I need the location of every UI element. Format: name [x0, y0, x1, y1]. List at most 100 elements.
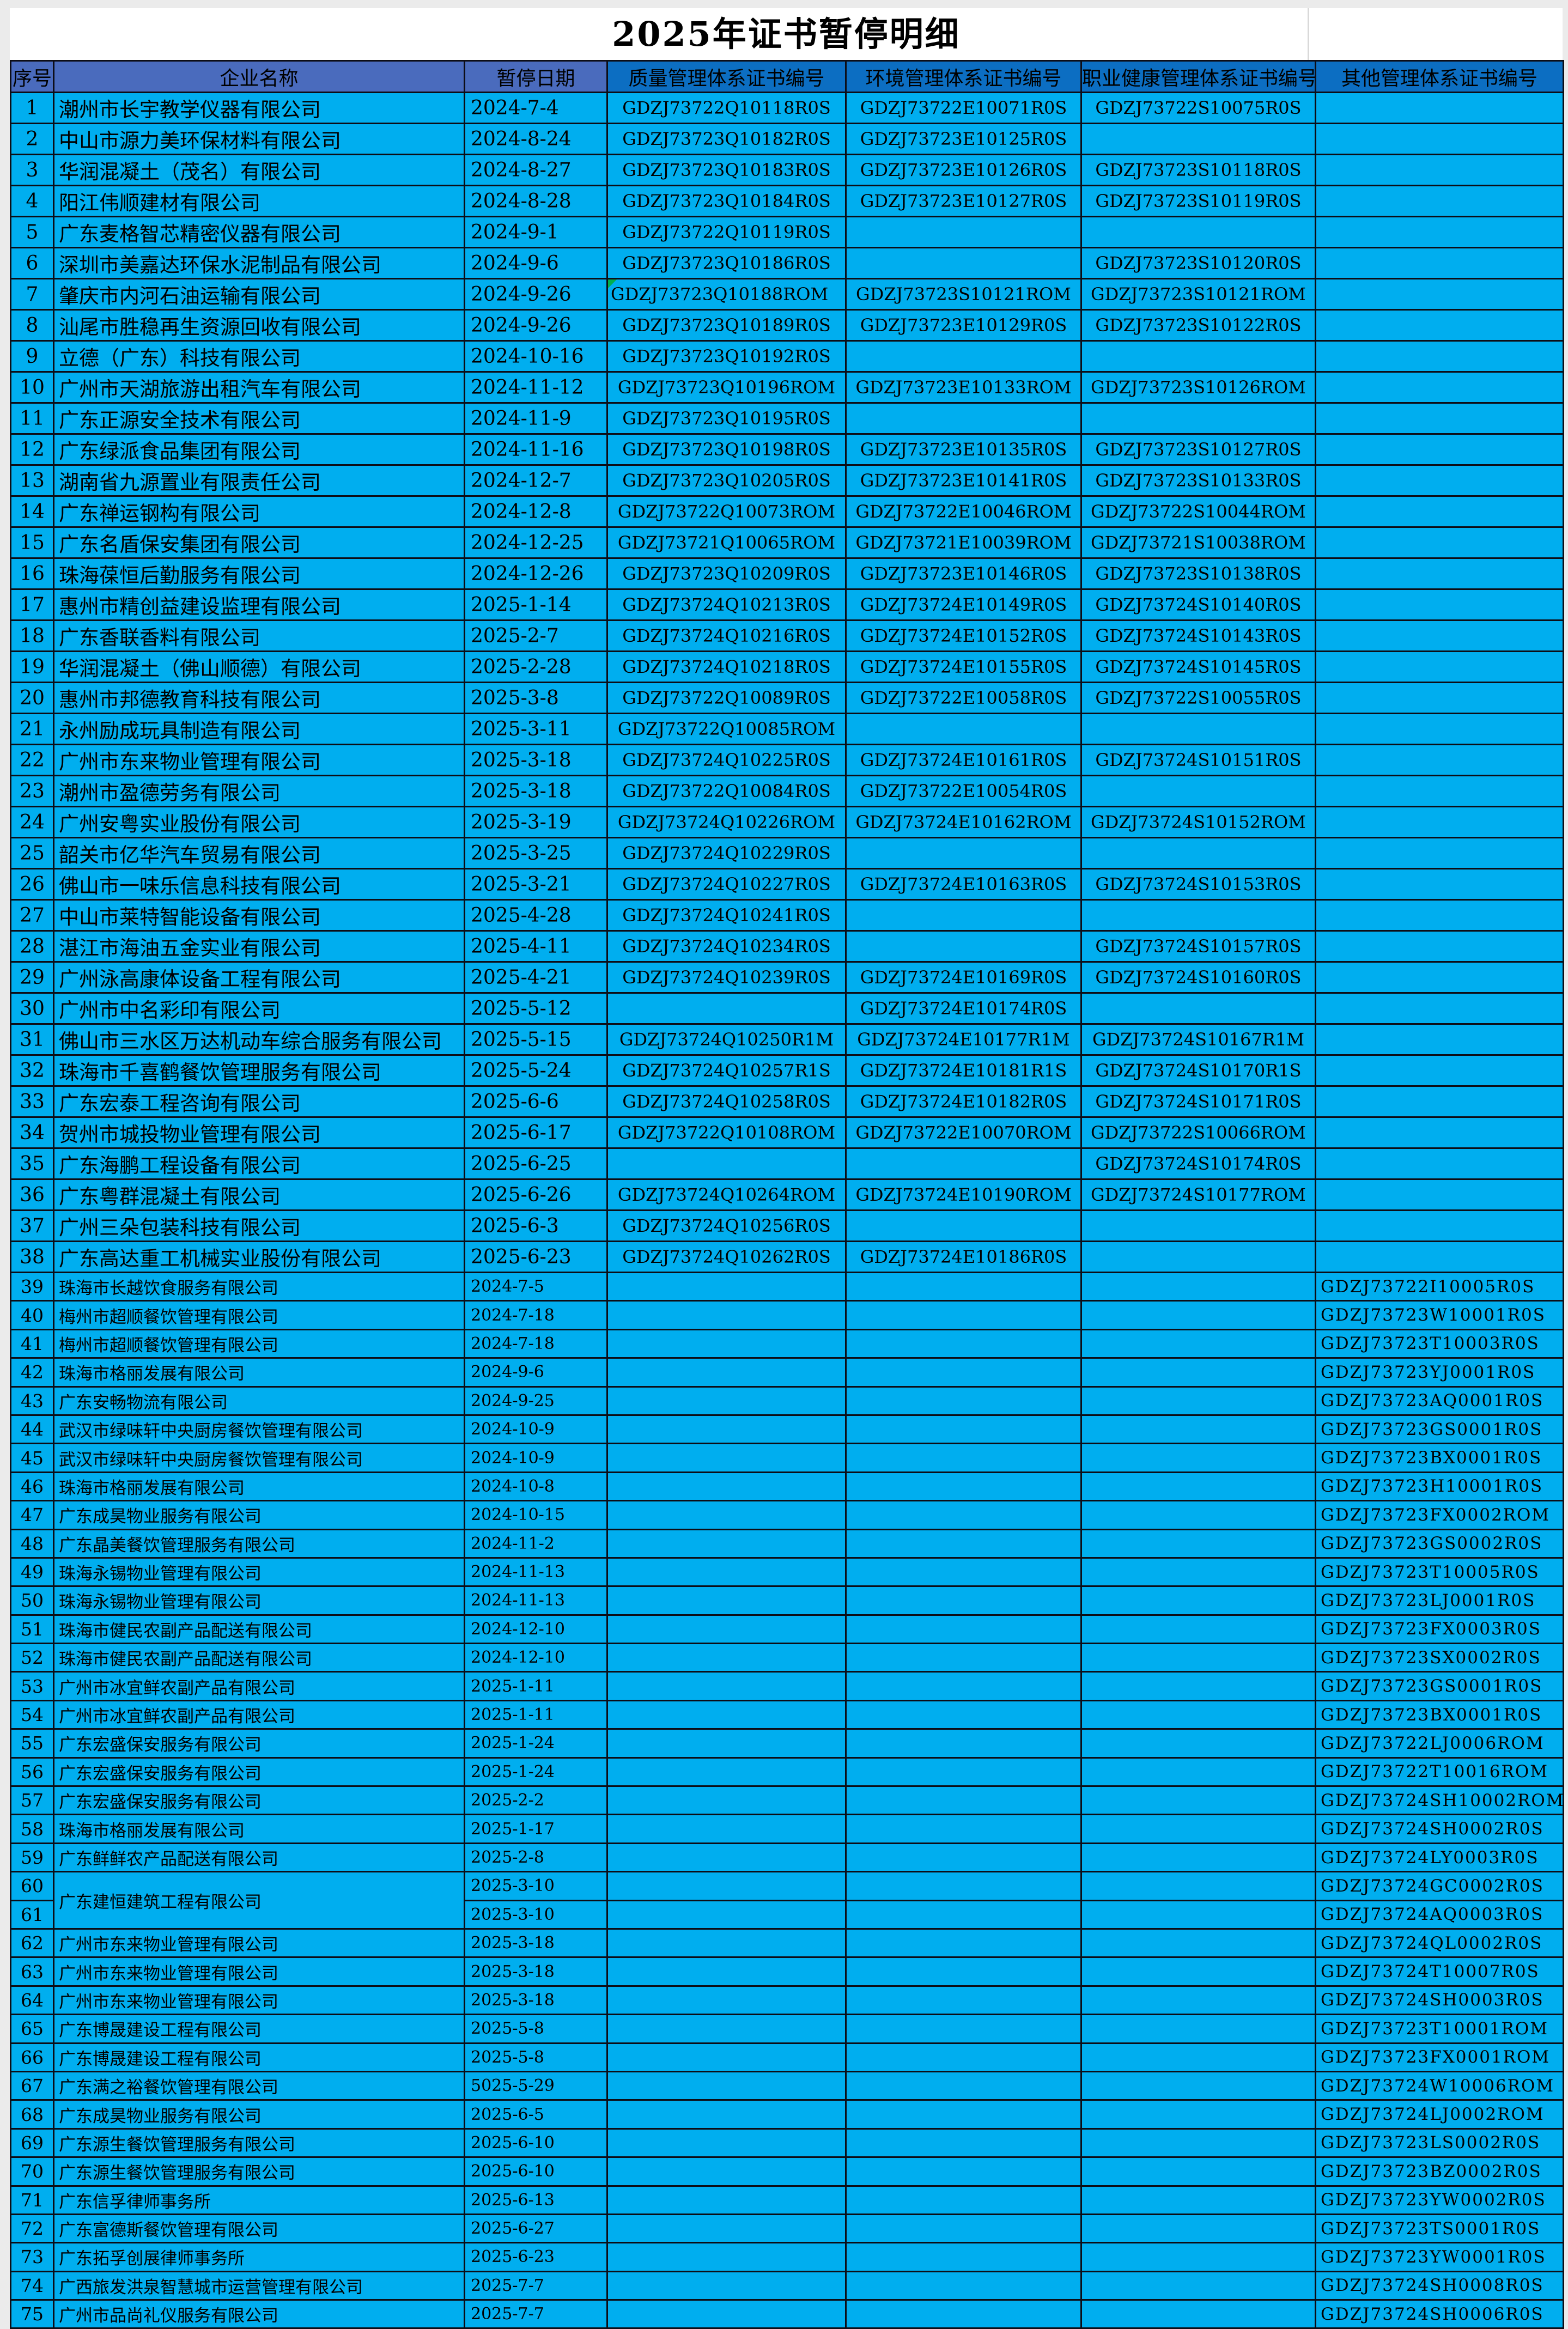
cell-health-cert[interactable] — [1080, 2213, 1316, 2244]
cell-serial[interactable]: 45 — [10, 1443, 54, 1473]
cell-date[interactable]: 2025-1-24 — [464, 1728, 608, 1759]
cell-other-cert[interactable]: GDZJ73724GC0002R0S — [1315, 1871, 1564, 1901]
cell-quality-cert[interactable]: GDZJ73723Q10188ROM — [606, 278, 847, 311]
cell-health-cert[interactable] — [1080, 2042, 1316, 2072]
cell-env-cert[interactable] — [845, 2185, 1082, 2215]
cell-company[interactable]: 潮州市长宇教学仪器有限公司 — [53, 92, 465, 124]
cell-company[interactable]: 广西旅发洪泉智慧城市运营管理有限公司 — [53, 2270, 465, 2301]
cell-date[interactable]: 2024-8-24 — [464, 123, 608, 155]
cell-health-cert[interactable] — [1080, 1643, 1316, 1673]
cell-date[interactable]: 2024-10-16 — [464, 340, 608, 373]
cell-date[interactable]: 2025-6-3 — [464, 1209, 608, 1242]
cell-env-cert[interactable] — [845, 1643, 1082, 1673]
cell-company[interactable]: 广州安粤实业股份有限公司 — [53, 806, 465, 838]
cell-quality-cert[interactable]: GDZJ73724Q10256R0S — [606, 1209, 847, 1242]
cell-other-cert[interactable]: GDZJ73723SX0002R0S — [1315, 1643, 1564, 1673]
cell-date[interactable]: 5025-5-29 — [464, 2070, 608, 2101]
cell-company[interactable]: 佛山市一味乐信息科技有限公司 — [53, 868, 465, 901]
cell-quality-cert[interactable]: GDZJ73724Q10213R0S — [606, 588, 847, 621]
cell-date[interactable]: 2025-4-21 — [464, 961, 608, 994]
cell-other-cert[interactable]: GDZJ73723AQ0001R0S — [1315, 1385, 1564, 1416]
cell-serial[interactable]: 46 — [10, 1471, 54, 1502]
cell-health-cert[interactable] — [1080, 2099, 1316, 2130]
cell-date[interactable]: 2025-6-25 — [464, 1147, 608, 1180]
cell-company[interactable]: 珠海市长越饮食服务有限公司 — [53, 1271, 465, 1302]
cell-health-cert[interactable] — [1080, 2070, 1316, 2101]
cell-health-cert[interactable] — [1080, 1614, 1316, 1645]
cell-health-cert[interactable]: GDZJ73723S10121ROM — [1080, 278, 1316, 311]
cell-date[interactable]: 2025-6-26 — [464, 1178, 608, 1211]
cell-env-cert[interactable]: GDZJ73723S10121ROM — [845, 278, 1082, 311]
cell-company[interactable]: 广东鲜鲜农产品配送有限公司 — [53, 1842, 465, 1873]
cell-health-cert[interactable] — [1080, 992, 1316, 1025]
cell-health-cert[interactable] — [1080, 340, 1316, 373]
cell-other-cert[interactable] — [1315, 92, 1564, 124]
cell-serial[interactable]: 52 — [10, 1643, 54, 1673]
cell-health-cert[interactable] — [1080, 1728, 1316, 1759]
cell-env-cert[interactable] — [845, 2099, 1082, 2130]
cell-env-cert[interactable] — [845, 2156, 1082, 2187]
cell-quality-cert[interactable] — [606, 2270, 847, 2301]
cell-env-cert[interactable] — [845, 1271, 1082, 1302]
cell-serial[interactable]: 61 — [10, 1899, 54, 1930]
cell-env-cert[interactable]: GDZJ73724E10163R0S — [845, 868, 1082, 901]
cell-date[interactable]: 2024-10-15 — [464, 1500, 608, 1530]
cell-company[interactable]: 广州市中名彩印有限公司 — [53, 992, 465, 1025]
cell-serial[interactable]: 38 — [10, 1240, 54, 1273]
cell-quality-cert[interactable] — [606, 1985, 847, 2016]
cell-quality-cert[interactable] — [606, 1500, 847, 1530]
cell-serial[interactable]: 20 — [10, 682, 54, 714]
cell-quality-cert[interactable]: GDZJ73724Q10257R1S — [606, 1054, 847, 1087]
cell-serial[interactable]: 43 — [10, 1385, 54, 1416]
cell-other-cert[interactable]: GDZJ73724LY0003R0S — [1315, 1842, 1564, 1873]
cell-health-cert[interactable]: GDZJ73724S10143R0S — [1080, 619, 1316, 652]
cell-health-cert[interactable] — [1080, 1956, 1316, 1987]
cell-env-cert[interactable] — [845, 1871, 1082, 1901]
cell-health-cert[interactable] — [1080, 1528, 1316, 1559]
cell-date[interactable]: 2025-5-8 — [464, 2042, 608, 2072]
cell-date[interactable]: 2025-1-24 — [464, 1756, 608, 1787]
cell-other-cert[interactable]: GDZJ73723LJ0001R0S — [1315, 1585, 1564, 1616]
cell-date[interactable]: 2025-6-23 — [464, 2242, 608, 2272]
cell-other-cert[interactable]: GDZJ73723YJ0001R0S — [1315, 1357, 1564, 1388]
cell-date[interactable]: 2025-4-11 — [464, 930, 608, 963]
cell-health-cert[interactable] — [1080, 1328, 1316, 1359]
cell-serial[interactable]: 31 — [10, 1023, 54, 1056]
cell-date[interactable]: 2025-1-11 — [464, 1699, 608, 1730]
cell-health-cert[interactable] — [1080, 2270, 1316, 2301]
cell-date[interactable]: 2025-2-2 — [464, 1785, 608, 1816]
cell-quality-cert[interactable] — [606, 1927, 847, 1959]
cell-quality-cert[interactable]: GDZJ73723Q10186R0S — [606, 247, 847, 279]
cell-company[interactable]: 广东信孚律师事务所 — [53, 2185, 465, 2215]
cell-env-cert[interactable] — [845, 1699, 1082, 1730]
cell-serial[interactable]: 69 — [10, 2127, 54, 2158]
cell-company[interactable]: 佛山市三水区万达机动车综合服务有限公司 — [53, 1023, 465, 1056]
cell-date[interactable]: 2025-5-24 — [464, 1054, 608, 1087]
cell-quality-cert[interactable] — [606, 1328, 847, 1359]
cell-other-cert[interactable] — [1315, 744, 1564, 776]
cell-quality-cert[interactable]: GDZJ73723Q10182R0S — [606, 123, 847, 155]
cell-date[interactable]: 2024-9-6 — [464, 247, 608, 279]
cell-quality-cert[interactable] — [606, 2127, 847, 2158]
cell-company[interactable]: 深圳市美嘉达环保水泥制品有限公司 — [53, 247, 465, 279]
cell-quality-cert[interactable] — [606, 1585, 847, 1616]
cell-serial[interactable]: 74 — [10, 2270, 54, 2301]
cell-date[interactable]: 2024-11-9 — [464, 402, 608, 435]
cell-quality-cert[interactable] — [606, 1271, 847, 1302]
cell-env-cert[interactable]: GDZJ73724E10169R0S — [845, 961, 1082, 994]
cell-serial[interactable]: 57 — [10, 1785, 54, 1816]
col-header-quality[interactable]: 质量管理体系证书编号 — [606, 60, 847, 93]
cell-company[interactable]: 武汉市绿味轩中央厨房餐饮管理有限公司 — [53, 1443, 465, 1473]
cell-quality-cert[interactable] — [606, 1528, 847, 1559]
cell-env-cert[interactable] — [845, 1414, 1082, 1445]
cell-env-cert[interactable]: GDZJ73724E10155R0S — [845, 650, 1082, 683]
cell-date[interactable]: 2025-7-7 — [464, 2270, 608, 2301]
cell-company[interactable]: 潮州市盈德劳务有限公司 — [53, 775, 465, 807]
cell-date[interactable]: 2025-4-28 — [464, 899, 608, 932]
cell-quality-cert[interactable]: GDZJ73724Q10262R0S — [606, 1240, 847, 1273]
cell-other-cert[interactable] — [1315, 992, 1564, 1025]
cell-date[interactable]: 2025-6-27 — [464, 2213, 608, 2244]
cell-serial[interactable]: 67 — [10, 2070, 54, 2101]
cell-quality-cert[interactable] — [606, 2242, 847, 2272]
col-header-env[interactable]: 环境管理体系证书编号 — [845, 60, 1082, 93]
